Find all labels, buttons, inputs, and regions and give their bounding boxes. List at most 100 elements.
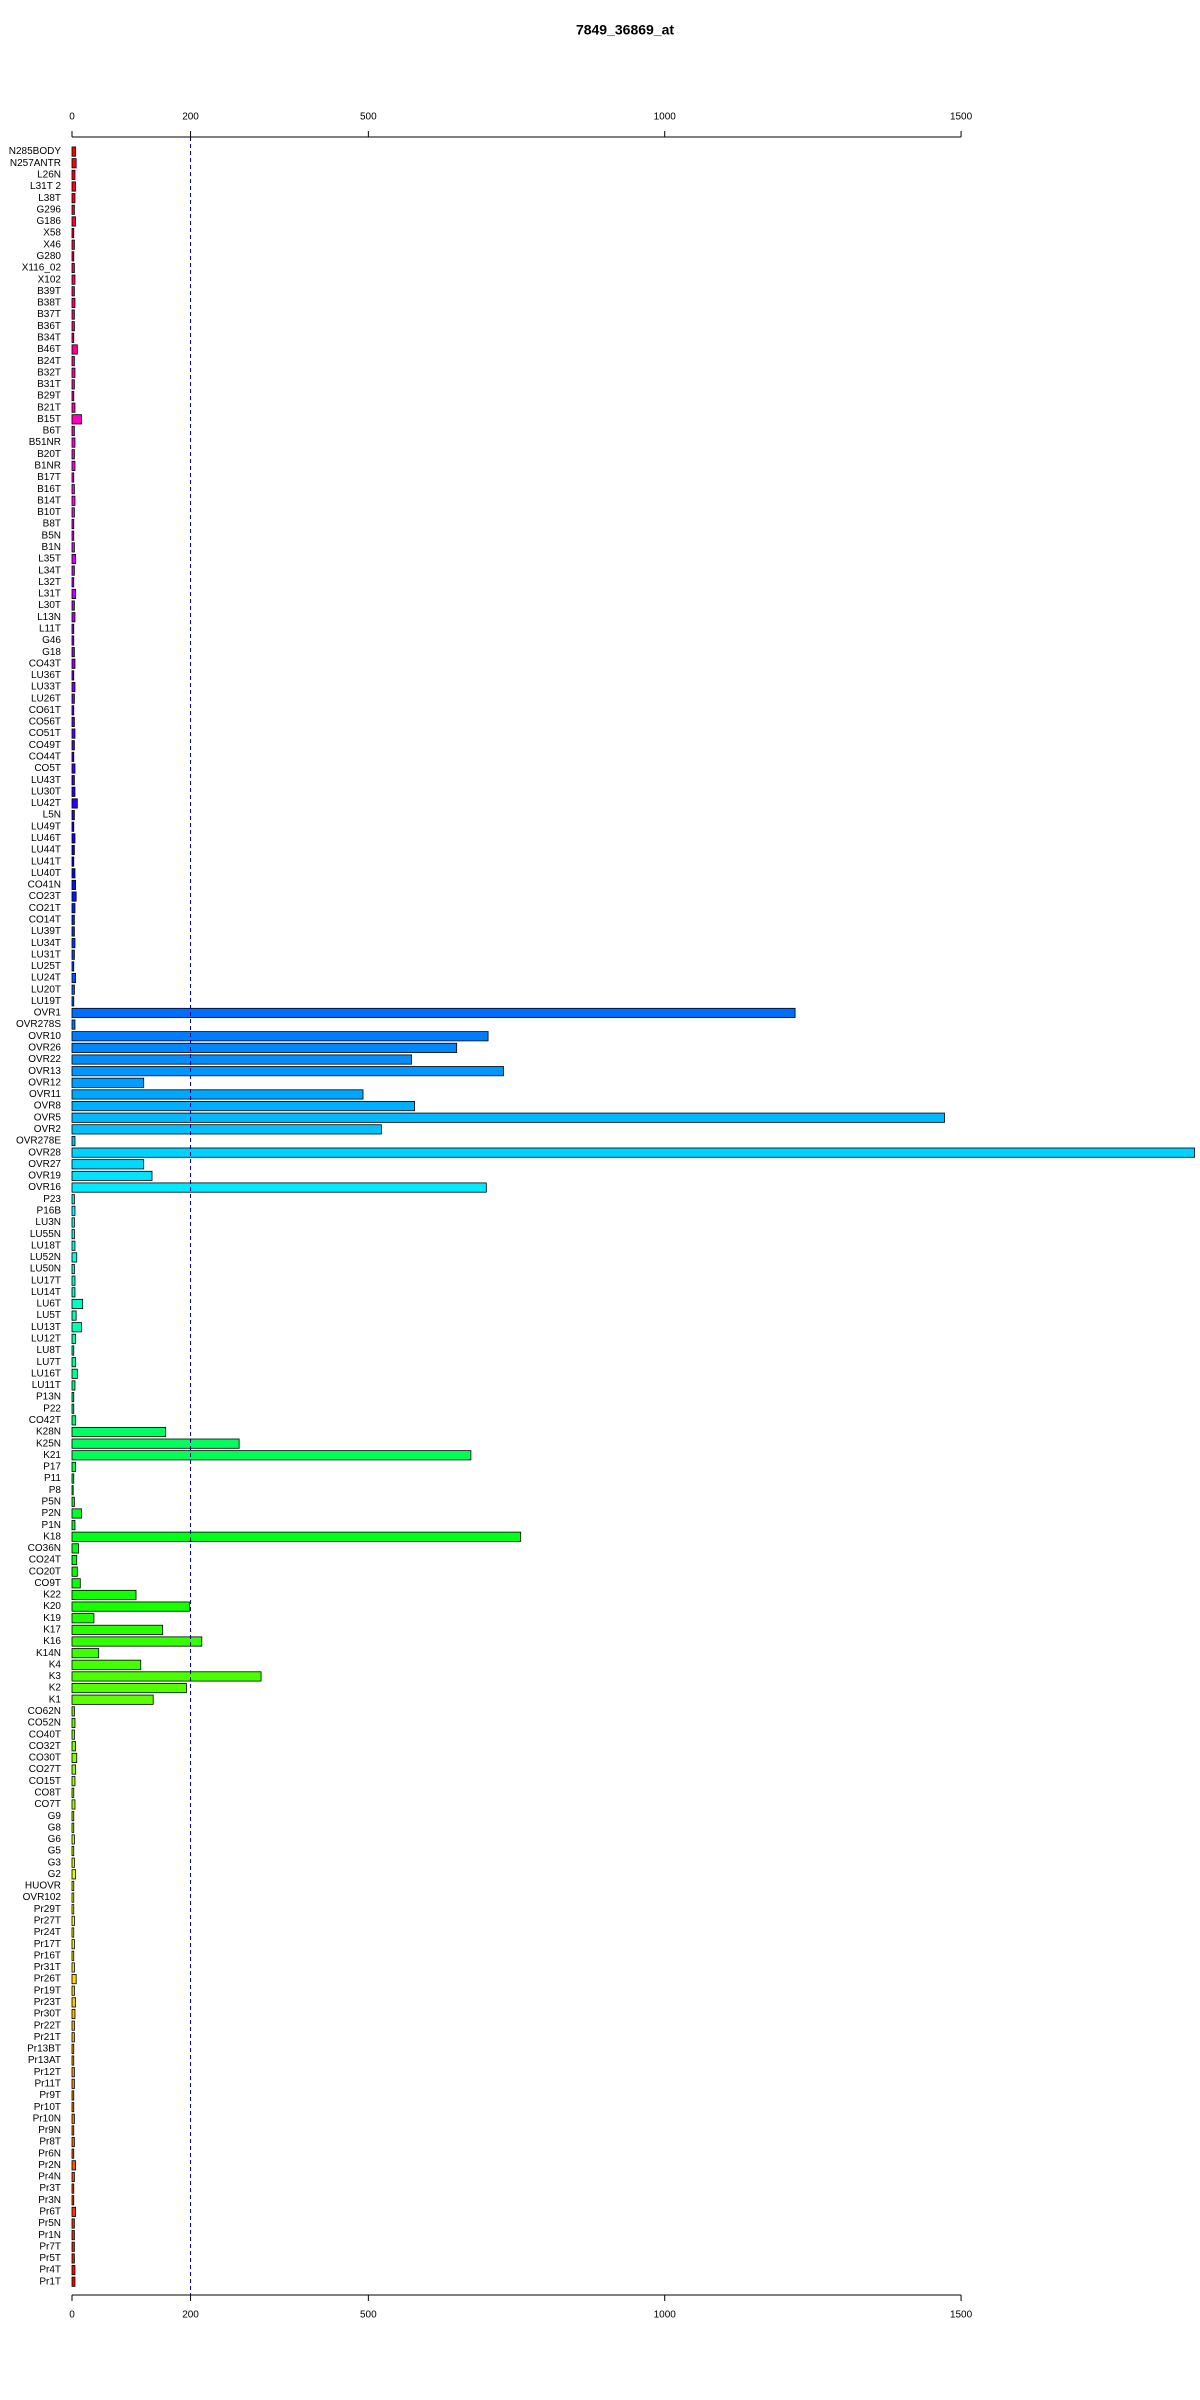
bar (71, 588, 76, 599)
bar (71, 1683, 187, 1694)
y-tick-label: CO8T (34, 1787, 61, 1798)
y-tick-label: LU19T (31, 996, 61, 1007)
bar (71, 926, 75, 937)
bar (71, 1322, 82, 1333)
bar (71, 1310, 77, 1321)
bar (71, 1205, 76, 1216)
bar (71, 693, 75, 704)
bar (71, 1124, 382, 1135)
y-tick-label: K1 (49, 1694, 62, 1705)
y-tick-label: Pr6T (39, 2207, 61, 2218)
y-tick-label: OVR8 (34, 1101, 62, 1112)
y-tick-label: LU8T (37, 1345, 61, 1356)
y-tick-label: B31T (37, 379, 61, 390)
x-tick-label: 0 (69, 2310, 75, 2321)
bar (71, 344, 78, 355)
bar (71, 1554, 78, 1566)
y-tick-label: Pr22T (34, 2020, 61, 2031)
y-tick-label: G186 (37, 216, 62, 227)
bar (71, 1101, 415, 1112)
bar (71, 1939, 75, 1950)
y-tick-label: CO49T (29, 740, 61, 751)
x-tick-label: 200 (182, 112, 199, 123)
bar (71, 1450, 472, 1461)
bar (71, 1613, 95, 1624)
y-tick-label: B20T (37, 449, 61, 460)
bar (71, 2171, 75, 2183)
bar (71, 1892, 75, 1903)
bar (71, 1333, 76, 1344)
y-tick-label: Pr1N (38, 2230, 61, 2241)
bar (71, 844, 75, 856)
y-tick-label: LU11T (32, 1380, 61, 1391)
y-tick-label: OVR19 (28, 1171, 61, 1182)
bar (71, 2218, 75, 2229)
bar (71, 2113, 75, 2124)
y-tick-label: LU18T (31, 1240, 61, 1251)
y-tick-label: CO23T (29, 891, 61, 902)
bar (71, 2055, 75, 2066)
bar (71, 1159, 145, 1170)
y-tick-label: B29T (37, 391, 61, 402)
y-tick-label: Pr5N (38, 2218, 61, 2229)
bar (71, 949, 75, 960)
y-tick-label: Pr29T (34, 1904, 61, 1915)
y-tick-label: X46 (43, 239, 61, 250)
y-tick-label: Pr12T (34, 2067, 61, 2078)
y-tick-label: LU12T (31, 1334, 61, 1345)
bar (71, 577, 75, 588)
y-tick-label: Pr4T (39, 2265, 61, 2276)
bar (71, 2090, 75, 2101)
y-tick-label: Pr19T (34, 1985, 61, 1996)
bar (71, 1485, 74, 1496)
y-tick-label: B32T (37, 367, 61, 378)
bar (71, 2078, 75, 2089)
y-tick-label: K22 (43, 1590, 61, 1601)
bar (71, 1426, 167, 1438)
y-tick-label: CO52N (28, 1718, 61, 1729)
bar (71, 728, 76, 739)
y-tick-label: X102 (38, 274, 62, 285)
y-tick-label: B5N (42, 530, 61, 541)
y-tick-label: OVR10 (28, 1031, 61, 1042)
bar (71, 1229, 75, 1240)
x-tick-label: 1500 (950, 2310, 973, 2321)
y-tick-label: G3 (48, 1857, 62, 1868)
bar (71, 705, 75, 716)
y-tick-label: LU20T (31, 984, 61, 995)
y-tick-label: LU36T (31, 670, 61, 681)
bar (71, 1706, 75, 1717)
bar (71, 2265, 76, 2276)
y-tick-label: Pr17T (34, 1939, 61, 1950)
bar (71, 984, 75, 995)
bar (71, 938, 76, 949)
bar (71, 495, 76, 506)
y-tick-label: LU33T (31, 682, 61, 693)
bar (71, 1857, 75, 1868)
y-tick-label: B1NR (34, 461, 61, 472)
bar (71, 1694, 154, 1705)
y-tick-label: Pr23T (34, 1997, 61, 2008)
bar (71, 2136, 75, 2148)
bar (71, 1985, 75, 1996)
bar (71, 681, 76, 693)
y-tick-label: B34T (37, 332, 61, 343)
y-tick-label: LU13T (31, 1322, 61, 1333)
bar (71, 635, 75, 646)
bar (71, 1520, 76, 1531)
bar (71, 565, 75, 576)
bar (71, 1473, 75, 1484)
bar (71, 647, 75, 658)
bar (71, 1496, 75, 1507)
bar (71, 1112, 945, 1123)
bar (71, 367, 76, 378)
y-tick-label: CO24T (29, 1555, 61, 1566)
bar (71, 1217, 75, 1228)
bar (71, 1741, 76, 1752)
bar (71, 274, 76, 285)
bar (71, 1811, 75, 1822)
bar (71, 716, 75, 728)
y-tick-label: Pr3N (38, 2195, 61, 2206)
bar (71, 856, 75, 867)
y-tick-label: P23 (43, 1194, 61, 1205)
